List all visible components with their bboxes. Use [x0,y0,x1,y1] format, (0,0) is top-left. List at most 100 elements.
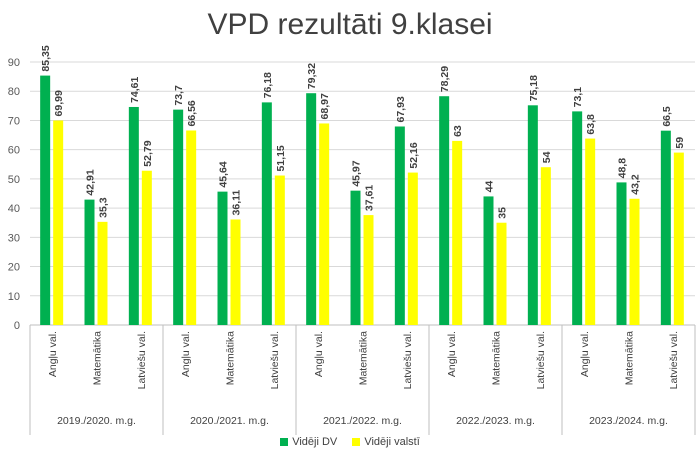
data-label: 73,7 [173,85,185,106]
bar [483,196,494,325]
y-tick-label: 10 [8,291,20,303]
y-tick-label: 0 [14,320,20,332]
data-label: 66,5 [661,106,673,127]
y-tick-label: 80 [8,86,20,98]
bar [128,106,139,326]
category-label: Matemātika [92,331,104,385]
bar [274,175,285,325]
bar [319,123,330,325]
legend-item-dv: Vidēji DV [280,436,337,448]
bar [585,138,596,325]
bar [261,102,272,326]
legend: Vidēji DV Vidēji valstī [0,436,700,449]
category-label: Latviešu val. [668,331,680,389]
data-label: 63 [452,125,464,137]
bar [230,219,241,325]
category-label: Latviešu val. [402,331,414,389]
category-label: Matemātika [491,331,503,385]
data-label: 35,3 [98,197,110,218]
bar [141,170,152,325]
bar [616,182,627,325]
category-label: Latviešu val. [136,331,148,389]
data-label: 69,99 [53,90,65,116]
group-label: 2021./2022. m.g. [323,415,402,427]
bar [673,152,684,325]
bar [496,222,507,325]
y-tick-label: 40 [8,203,20,215]
data-label: 48,8 [617,158,629,179]
bar [363,215,374,325]
y-tick-label: 60 [8,145,20,157]
group-label: 2020./2021. m.g. [190,415,269,427]
category-label: Angļu val. [180,331,192,377]
bar [439,96,450,325]
chart-title: VPD rezultāti 9.klasei [207,8,493,41]
bar [452,140,463,325]
data-label: 73,1 [572,87,584,108]
legend-label: Vidēji valstī [364,436,420,448]
category-label: Matemātika [225,331,237,385]
bar [84,199,95,325]
category-label: Angļu val. [579,331,591,377]
y-tick-label: 90 [8,57,20,69]
data-label: 44 [484,181,496,193]
data-label: 75,18 [528,75,540,101]
bar [394,126,405,326]
data-label: 78,29 [439,66,451,92]
bar [629,198,640,325]
group-label: 2019./2020. m.g. [57,415,136,427]
data-label: 79,32 [306,63,318,89]
legend-item-valsti: Vidēji valstī [352,436,420,448]
data-label: 52,79 [142,140,154,166]
bar [173,109,184,325]
data-label: 45,97 [351,160,363,186]
bar [660,130,671,325]
data-label: 37,61 [364,185,376,211]
category-label: Angļu val. [313,331,325,377]
bar [53,120,64,325]
data-label: 66,56 [186,100,198,126]
bar [217,191,228,325]
bar [407,172,418,325]
y-tick-label: 50 [8,174,20,186]
bar [540,167,551,325]
category-label: Angļu val. [47,331,59,377]
bar [350,190,361,325]
y-tick-label: 70 [8,115,20,127]
bar [306,93,317,325]
data-label: 59 [674,137,686,149]
bar [40,75,51,325]
legend-swatch-valsti [352,438,361,446]
data-label: 54 [541,151,553,163]
data-label: 63,8 [585,114,597,135]
data-label: 42,91 [85,169,97,195]
data-label: 68,97 [319,93,331,119]
category-label: Angļu val. [446,331,458,377]
data-label: 52,16 [408,142,420,168]
data-label: 45,64 [218,161,230,187]
category-label: Latviešu val. [269,331,281,389]
data-label: 85,35 [40,45,52,71]
group-label: 2023./2024. m.g. [589,415,668,427]
data-label: 76,18 [262,72,274,98]
category-label: Matemātika [358,331,370,385]
bar [527,105,538,325]
data-label: 51,15 [275,145,287,171]
data-label: 36,11 [231,190,243,216]
data-label: 35 [497,207,509,219]
legend-label: Vidēji DV [292,436,338,448]
y-tick-label: 20 [8,262,20,274]
category-label: Matemātika [624,331,636,385]
data-label: 67,93 [395,96,407,122]
group-label: 2022./2023. m.g. [456,415,535,427]
data-label: 74,61 [129,77,141,103]
category-label: Latviešu val. [535,331,547,389]
bar [572,111,583,325]
legend-swatch-dv [280,438,289,446]
y-tick-label: 30 [8,232,20,244]
bar [186,130,197,325]
bar [97,221,108,325]
data-label: 43,2 [630,174,642,195]
